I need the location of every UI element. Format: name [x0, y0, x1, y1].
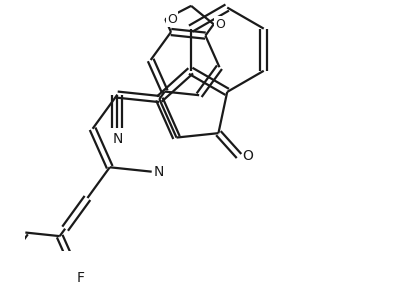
- Text: O: O: [242, 149, 253, 163]
- Text: O: O: [166, 13, 176, 26]
- Text: N: N: [153, 165, 164, 179]
- Text: N: N: [112, 132, 122, 147]
- Text: F: F: [76, 271, 85, 284]
- Text: O: O: [215, 18, 225, 31]
